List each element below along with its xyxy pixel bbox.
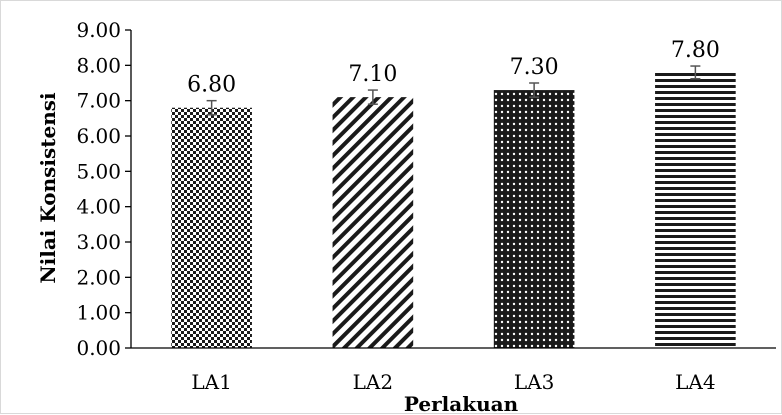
y-axis-title: Nilai Konsistensi xyxy=(36,92,60,284)
y-tick-label: 2.00 xyxy=(76,265,121,289)
y-tick-label: 6.00 xyxy=(76,124,121,148)
y-tick-label: 8.00 xyxy=(76,53,121,77)
bar-la3 xyxy=(493,90,575,349)
x-axis-title: Perlakuan xyxy=(404,392,519,415)
x-tick-label: LA1 xyxy=(191,370,231,394)
y-tick-label: 0.00 xyxy=(76,336,121,360)
y-tick-label: 9.00 xyxy=(76,18,121,42)
bars: 6.80 7.10 7.30 7.80 xyxy=(171,38,736,349)
data-label: 7.30 xyxy=(510,55,559,80)
x-axis: LA1 LA2 LA3 LA4 xyxy=(131,347,776,394)
x-tick-label: LA2 xyxy=(353,370,393,394)
y-tick-label: 7.00 xyxy=(76,89,121,113)
y-tick-label: 3.00 xyxy=(76,230,121,254)
bar-la2 xyxy=(332,97,414,348)
data-label: 6.80 xyxy=(187,73,236,98)
y-axis: 0.00 1.00 2.00 3.00 4.00 5.00 6.00 7.00 8.00 9.00 xyxy=(76,18,132,360)
data-label: 7.10 xyxy=(348,62,397,87)
bar-la4 xyxy=(655,72,736,349)
y-tick-label: 1.00 xyxy=(76,301,121,325)
data-label: 7.80 xyxy=(671,38,720,63)
y-tick-label: 5.00 xyxy=(76,159,121,183)
bar-la1 xyxy=(171,107,252,348)
x-tick-label: LA3 xyxy=(514,370,554,394)
y-tick-label: 4.00 xyxy=(76,195,121,219)
x-tick-label: LA4 xyxy=(675,370,715,394)
